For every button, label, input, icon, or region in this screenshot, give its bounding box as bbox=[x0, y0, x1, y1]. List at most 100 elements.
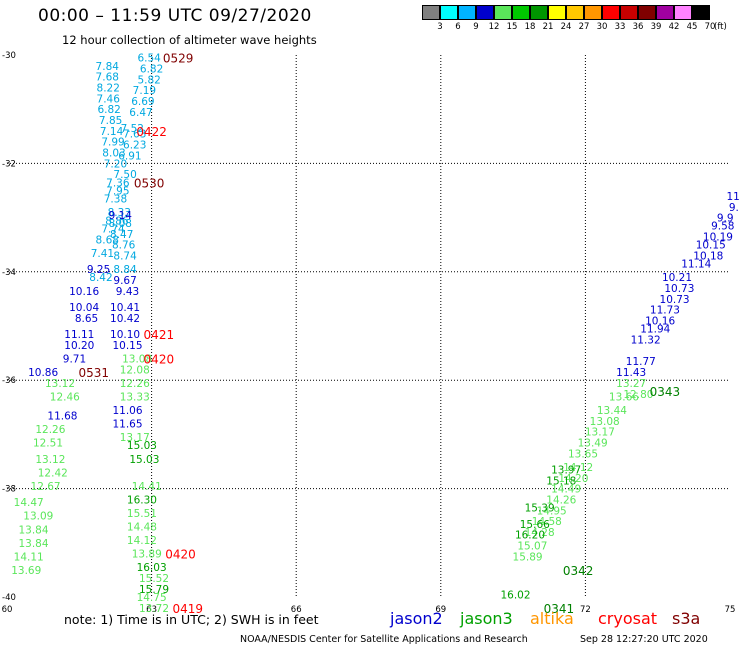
wave-height-point: 15.18 bbox=[546, 475, 576, 487]
pass-time-label: 0341 bbox=[544, 602, 575, 616]
wave-height-point: 12.51 bbox=[33, 438, 63, 450]
credit-line: NOAA/NESDIS Center for Satellite Applica… bbox=[240, 634, 528, 645]
wave-height-point: 12.26 bbox=[120, 378, 150, 390]
wave-height-point: 8.47 bbox=[110, 229, 133, 241]
color-scale-label: 36 bbox=[632, 22, 644, 32]
wave-height-point: 7.20 bbox=[104, 158, 127, 170]
wave-height-point: 13.12 bbox=[35, 454, 65, 466]
wave-height-point: 10.42 bbox=[110, 313, 140, 325]
color-scale-label: 18 bbox=[524, 22, 536, 32]
generation-timestamp: Sep 28 12:27:20 UTC 2020 bbox=[580, 634, 708, 645]
color-swatch bbox=[512, 5, 530, 20]
wave-height-point: 10.15 bbox=[696, 240, 726, 252]
wave-height-point: 9.58 bbox=[711, 221, 734, 233]
wave-height-point: 11.11 bbox=[64, 329, 94, 341]
wave-height-point: 12.08 bbox=[120, 364, 150, 376]
wave-height-point: 10.10 bbox=[110, 329, 140, 341]
wave-height-point: 12.46 bbox=[50, 391, 80, 403]
color-swatch bbox=[692, 5, 710, 20]
wave-height-point: 16.30 bbox=[127, 494, 157, 506]
wave-height-point: 9. bbox=[729, 202, 739, 214]
pass-time-label: 0530 bbox=[134, 176, 165, 190]
wave-height-point: 16.20 bbox=[515, 530, 545, 542]
wave-height-point: 15.89 bbox=[513, 551, 543, 563]
pass-time-label: 0531 bbox=[78, 366, 109, 380]
wave-height-point: 6.82 bbox=[97, 104, 120, 116]
color-swatch bbox=[584, 5, 602, 20]
color-swatch bbox=[440, 5, 458, 20]
satellite-legend-jason2: jason2 bbox=[390, 609, 443, 628]
wave-height-point: 13.12 bbox=[45, 378, 75, 390]
wave-height-point: 11.94 bbox=[640, 324, 670, 336]
wave-height-point: 8.86 bbox=[105, 215, 129, 227]
x-tick-label: 69 bbox=[435, 605, 446, 615]
wave-height-point: 14.48 bbox=[127, 522, 157, 534]
wave-height-point: 14.28 bbox=[525, 527, 555, 539]
pass-time-label: 0420 bbox=[144, 353, 175, 367]
y-tick-label: -32 bbox=[2, 159, 16, 169]
wave-height-point: 14.47 bbox=[14, 497, 44, 509]
wave-height-point: 13.49 bbox=[578, 438, 608, 450]
wave-height-point: 13.65 bbox=[568, 448, 598, 460]
wave-height-point: 11.77 bbox=[626, 356, 656, 368]
wave-height-point: 6.69 bbox=[131, 96, 154, 108]
wave-height-point: 10.19 bbox=[703, 232, 733, 244]
wave-height-point: 13.27 bbox=[616, 378, 646, 390]
wave-height-point: 13.72 bbox=[139, 603, 169, 615]
color-scale-unit: (ft) bbox=[714, 22, 727, 32]
wave-height-point: 9.9 bbox=[717, 213, 734, 225]
satellite-legend-altika: altika bbox=[530, 609, 574, 628]
wave-height-point: 15.07 bbox=[517, 541, 547, 553]
wave-height-point: 14.75 bbox=[137, 592, 167, 604]
wave-height-point: 8.65 bbox=[75, 313, 98, 325]
color-scale-label: 27 bbox=[578, 22, 590, 32]
wave-height-point: 7.84 bbox=[96, 61, 120, 73]
wave-height-point: 13.17 bbox=[585, 427, 615, 439]
color-scale-label: 39 bbox=[650, 22, 662, 32]
wave-height-point: 11.14 bbox=[681, 259, 711, 271]
wave-height-point: 13.69 bbox=[11, 565, 41, 577]
color-swatch bbox=[476, 5, 494, 20]
wave-height-point: 12.26 bbox=[35, 424, 65, 436]
wave-height-point: 8.33 bbox=[108, 207, 131, 219]
wave-height-point: 15.52 bbox=[139, 573, 169, 585]
wave-height-point: 8.42 bbox=[89, 272, 112, 284]
wave-height-point: 7.63 bbox=[123, 129, 146, 141]
color-scale-label: 15 bbox=[506, 22, 518, 32]
color-swatch bbox=[674, 5, 692, 20]
satellite-legend-jason3: jason3 bbox=[460, 609, 513, 628]
wave-height-point: 10.16 bbox=[645, 316, 675, 328]
wave-height-point: 10.86 bbox=[28, 367, 58, 379]
color-scale-label: 9 bbox=[473, 22, 479, 32]
wave-height-point: 9.71 bbox=[63, 354, 86, 366]
wave-height-point: 8.08 bbox=[109, 218, 132, 230]
wave-height-point: 13.84 bbox=[18, 538, 48, 550]
pass-time-label: 0342 bbox=[563, 564, 594, 578]
wave-height-point: 5.82 bbox=[137, 74, 160, 86]
wave-height-point: 10.20 bbox=[64, 340, 94, 352]
wave-height-point: 14.12 bbox=[127, 535, 157, 547]
color-scale-label: 24 bbox=[560, 22, 572, 32]
wave-height-point: 10.73 bbox=[664, 283, 694, 295]
wave-height-point: 13.89 bbox=[132, 549, 162, 561]
chart-title: 00:00 – 11:59 UTC 09/27/2020 bbox=[38, 6, 312, 26]
pass-time-labels: 0529 0422 0530 0421 0420 0531 0343 0420 0342 0419… bbox=[78, 52, 680, 616]
wave-height-point: 7.95 bbox=[106, 186, 129, 198]
color-scale-label: 6 bbox=[455, 22, 461, 32]
grid-lines bbox=[7, 55, 730, 597]
satellite-legend-cryosat: cryosat bbox=[598, 609, 658, 628]
wave-height-point: 14.49 bbox=[551, 484, 581, 496]
wave-height-point: 8.03 bbox=[102, 148, 125, 160]
wave-height-point: 15.51 bbox=[127, 508, 157, 520]
wave-height-point: 14.58 bbox=[532, 516, 562, 528]
wave-height-point: 7.52 bbox=[121, 123, 144, 135]
wave-height-point: 13.08 bbox=[122, 354, 152, 366]
wave-height-point: 9.43 bbox=[116, 286, 139, 298]
wave-height-point: 9.14 bbox=[109, 210, 133, 222]
color-swatch bbox=[566, 5, 584, 20]
y-tick-label: -34 bbox=[2, 268, 16, 278]
wave-height-point: 7.50 bbox=[113, 169, 136, 181]
